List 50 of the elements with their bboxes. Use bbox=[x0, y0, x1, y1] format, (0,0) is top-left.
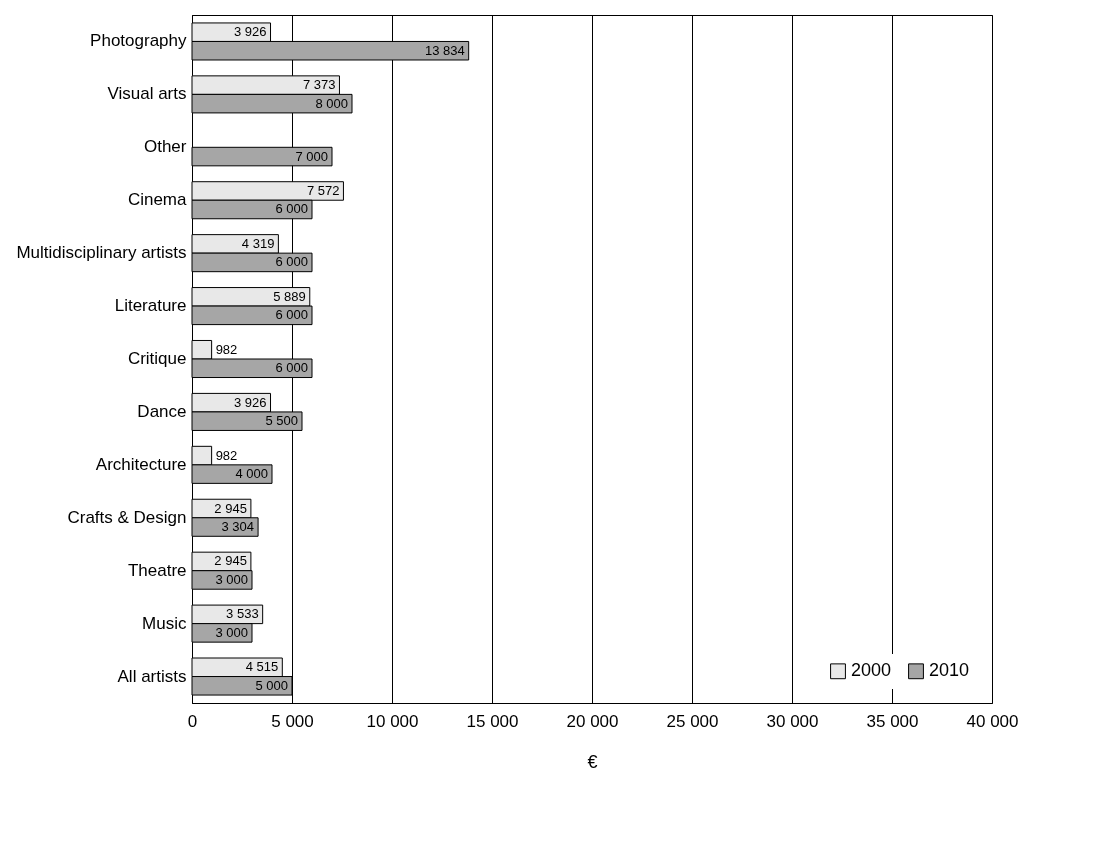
x-tick-label: 25 000 bbox=[666, 711, 719, 731]
y-tick-label: Other bbox=[143, 137, 187, 157]
data-label: 6 000 bbox=[275, 254, 308, 270]
x-tick-label: 15 000 bbox=[466, 711, 519, 731]
y-tick-label: Architecture bbox=[95, 454, 187, 474]
data-label: 7 572 bbox=[306, 182, 340, 198]
legend-label: 2000 bbox=[851, 660, 892, 681]
data-label: 5 000 bbox=[255, 677, 288, 693]
data-label: 5 500 bbox=[265, 413, 298, 429]
data-label: 4 319 bbox=[241, 235, 275, 251]
data-label: 3 533 bbox=[226, 606, 259, 622]
x-tick-label: 40 000 bbox=[966, 711, 1019, 731]
data-label: 4 000 bbox=[235, 466, 268, 482]
x-tick-label: 30 000 bbox=[766, 711, 819, 731]
data-label: 6 000 bbox=[275, 201, 308, 217]
legend-label: 2010 bbox=[929, 660, 970, 681]
x-tick-label: 0 bbox=[187, 711, 198, 731]
data-label: 7 000 bbox=[295, 148, 328, 164]
data-label: 982 bbox=[215, 447, 238, 463]
data-label: 2 945 bbox=[214, 500, 247, 516]
data-label: 8 000 bbox=[315, 95, 348, 111]
x-tick-label: 20 000 bbox=[566, 711, 619, 731]
data-label: 3 926 bbox=[233, 394, 267, 410]
x-tick-label: 5 000 bbox=[271, 711, 314, 731]
data-label: 13 834 bbox=[424, 42, 465, 58]
y-tick-label: Multidisciplinary artists bbox=[16, 243, 187, 263]
x-tick-label: 35 000 bbox=[866, 711, 919, 731]
data-label: 4 515 bbox=[245, 659, 279, 675]
y-tick-label: Photography bbox=[90, 31, 187, 51]
data-label: 982 bbox=[215, 341, 238, 357]
y-tick-label: Theatre bbox=[127, 560, 187, 580]
data-label: 3 926 bbox=[233, 24, 267, 40]
data-label: 3 000 bbox=[215, 624, 248, 640]
y-tick-label: Crafts & Design bbox=[67, 507, 187, 527]
x-tick-label: 10 000 bbox=[366, 711, 419, 731]
data-label: 6 000 bbox=[275, 307, 308, 323]
y-tick-label: All artists bbox=[117, 666, 187, 686]
y-tick-label: Literature bbox=[114, 296, 187, 316]
data-label: 6 000 bbox=[275, 360, 308, 376]
data-label: 3 000 bbox=[215, 571, 248, 587]
data-label: 7 373 bbox=[302, 77, 336, 93]
y-tick-label: Visual arts bbox=[107, 84, 187, 104]
y-tick-label: Music bbox=[142, 613, 187, 633]
y-tick-label: Dance bbox=[137, 401, 187, 421]
data-label: 3 304 bbox=[221, 519, 255, 535]
y-tick-label: Cinema bbox=[127, 190, 188, 210]
data-label: 2 945 bbox=[214, 553, 247, 569]
data-label: 5 889 bbox=[273, 288, 306, 304]
y-tick-label: Critique bbox=[127, 349, 187, 368]
x-axis-title: € bbox=[587, 751, 598, 772]
